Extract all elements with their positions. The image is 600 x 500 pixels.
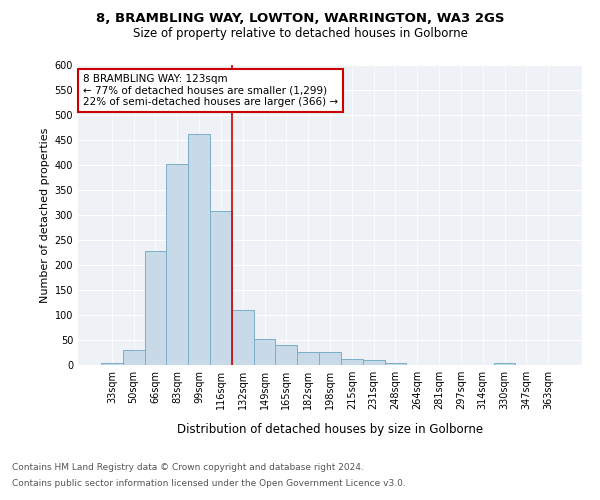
Bar	[363, 360, 385, 365]
Bar	[275, 345, 297, 365]
Bar	[145, 251, 166, 365]
Bar	[101, 362, 123, 365]
Bar	[166, 164, 188, 365]
Bar	[254, 338, 275, 365]
Text: 8 BRAMBLING WAY: 123sqm
← 77% of detached houses are smaller (1,299)
22% of semi: 8 BRAMBLING WAY: 123sqm ← 77% of detache…	[83, 74, 338, 107]
Y-axis label: Number of detached properties: Number of detached properties	[40, 128, 50, 302]
Bar	[385, 362, 406, 365]
Text: Distribution of detached houses by size in Golborne: Distribution of detached houses by size …	[177, 422, 483, 436]
Bar	[188, 134, 210, 365]
Bar	[123, 350, 145, 365]
Bar	[319, 352, 341, 365]
Bar	[210, 211, 232, 365]
Text: Contains HM Land Registry data © Crown copyright and database right 2024.: Contains HM Land Registry data © Crown c…	[12, 462, 364, 471]
Bar	[494, 362, 515, 365]
Text: Contains public sector information licensed under the Open Government Licence v3: Contains public sector information licen…	[12, 479, 406, 488]
Bar	[297, 352, 319, 365]
Text: 8, BRAMBLING WAY, LOWTON, WARRINGTON, WA3 2GS: 8, BRAMBLING WAY, LOWTON, WARRINGTON, WA…	[96, 12, 504, 26]
Bar	[232, 310, 254, 365]
Text: Size of property relative to detached houses in Golborne: Size of property relative to detached ho…	[133, 28, 467, 40]
Bar	[341, 358, 363, 365]
